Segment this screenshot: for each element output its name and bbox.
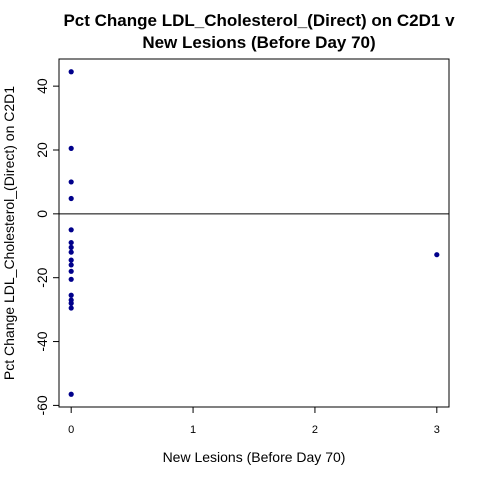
data-point — [68, 244, 74, 250]
data-point — [68, 179, 74, 185]
data-point — [68, 145, 74, 151]
chart-title-line-1: Pct Change LDL_Cholesterol_(Direct) on C… — [63, 11, 455, 30]
x-tick-label: 0 — [68, 424, 74, 436]
data-point — [68, 305, 74, 311]
data-point — [68, 195, 74, 202]
y-tick-label: -20 — [34, 267, 50, 287]
y-axis-label: Pct Change LDL_Cholesterol_(Direct) on C… — [1, 86, 17, 380]
data-point — [68, 69, 74, 75]
x-tick-label: 3 — [434, 424, 440, 436]
y-tick-label: 20 — [34, 142, 50, 158]
plot-area-frame — [58, 58, 450, 408]
data-point — [68, 227, 74, 233]
y-axis: -60 -40 -20 0 20 40 — [34, 78, 59, 416]
data-points — [68, 69, 440, 397]
data-point — [434, 252, 440, 258]
data-point — [68, 276, 74, 282]
y-tick-label: 40 — [34, 78, 50, 94]
data-point — [68, 391, 74, 397]
chart-title-line-2: New Lesions (Before Day 70) — [142, 33, 375, 52]
x-axis: 0 1 2 3 — [68, 407, 440, 436]
x-axis-label: New Lesions (Before Day 70) — [163, 449, 346, 465]
data-point — [68, 262, 74, 268]
data-point — [68, 257, 74, 263]
y-tick-label: -40 — [34, 331, 50, 351]
data-point — [68, 249, 74, 255]
data-point — [68, 268, 74, 274]
x-tick-label: 2 — [312, 424, 318, 436]
data-point — [68, 239, 74, 246]
x-tick-label: 1 — [190, 424, 196, 436]
data-point — [68, 300, 74, 306]
data-point — [68, 292, 74, 298]
y-tick-label: 0 — [34, 210, 50, 218]
y-tick-label: -60 — [34, 395, 50, 415]
